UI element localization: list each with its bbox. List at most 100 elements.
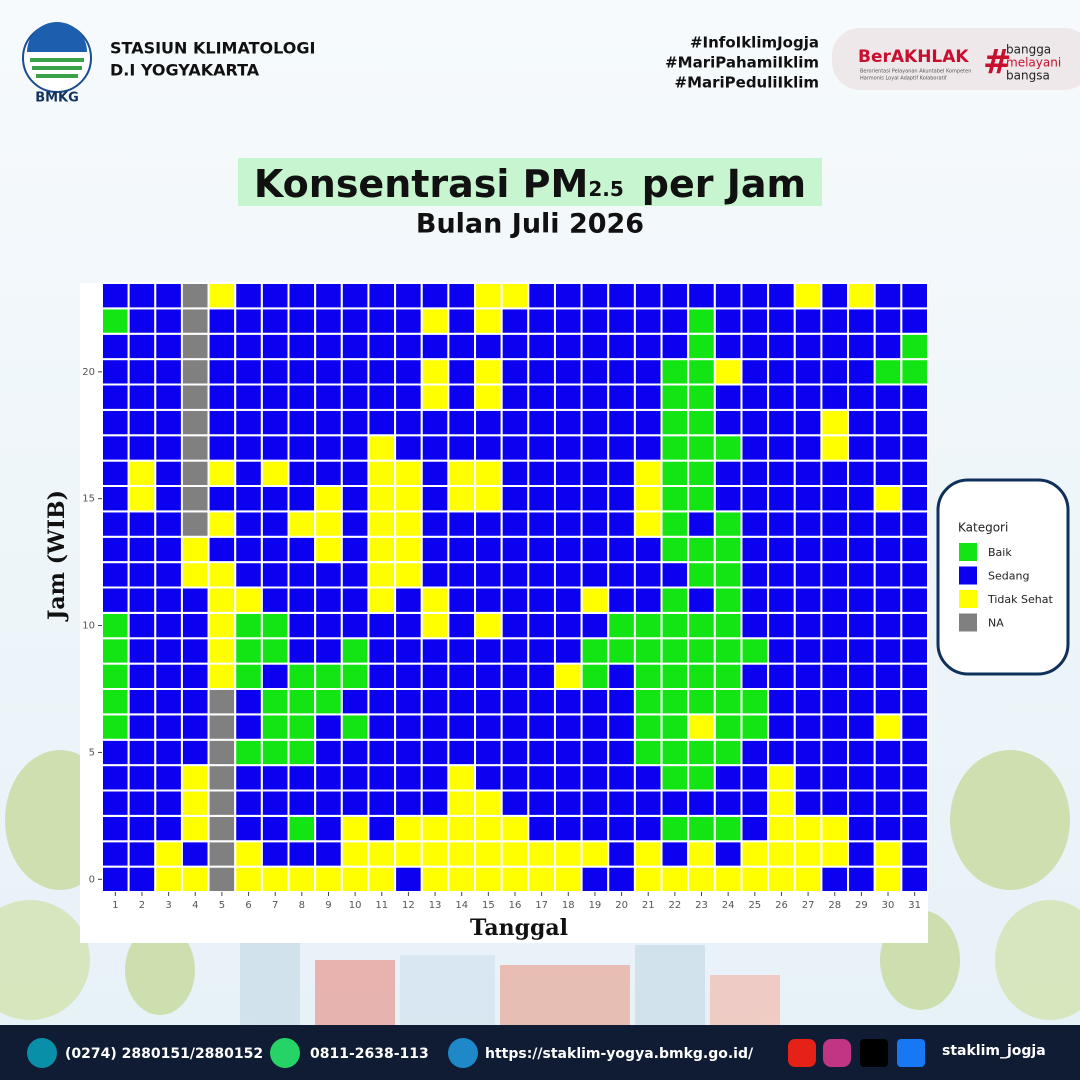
heat-cell	[207, 789, 237, 817]
heat-cell	[367, 789, 397, 817]
heat-cell	[314, 332, 343, 361]
heat-cell	[474, 688, 503, 716]
heat-cell	[127, 637, 157, 665]
heat-cell	[580, 840, 610, 868]
x-tick-label: 9	[325, 900, 331, 911]
footer-website[interactable]: https://staklim-yogya.bmkg.go.id/	[485, 1046, 754, 1062]
heat-cell	[713, 485, 743, 513]
x-tick-label: 4	[192, 900, 198, 911]
heat-cell	[767, 637, 796, 665]
heat-cell	[713, 510, 743, 538]
heat-cell	[687, 282, 716, 310]
heat-cell	[687, 611, 716, 640]
heat-cell	[553, 865, 583, 893]
heat-cell	[340, 789, 370, 817]
heat-cell	[900, 586, 930, 614]
heat-cell	[767, 535, 796, 564]
heat-cell	[793, 307, 823, 335]
heat-cell	[660, 459, 690, 487]
heat-cell	[420, 840, 450, 868]
heat-cell	[420, 485, 450, 513]
heat-cell	[154, 332, 183, 361]
heat-cell	[847, 510, 876, 538]
heat-cell	[127, 510, 157, 538]
heat-cell	[687, 789, 716, 817]
heat-cell	[101, 637, 130, 665]
heat-cell	[820, 383, 850, 411]
heat-cell	[793, 561, 823, 589]
heat-cell	[474, 814, 503, 843]
heat-cell	[447, 307, 477, 335]
x-tick-label: 20	[615, 900, 628, 911]
heat-cell	[873, 535, 903, 564]
heat-cell	[260, 789, 290, 817]
heat-cell	[820, 535, 850, 564]
heat-cell	[340, 358, 370, 386]
heat-cell	[847, 535, 876, 564]
heat-cell	[154, 434, 183, 462]
heat-cell	[740, 307, 770, 335]
heat-cell	[394, 637, 423, 665]
heat-cell	[713, 358, 743, 386]
heat-cell	[660, 840, 690, 868]
heat-cell	[154, 485, 183, 513]
heat-cell	[527, 535, 556, 564]
heat-cell	[420, 764, 450, 792]
heat-cell	[607, 814, 636, 843]
heat-cell	[793, 586, 823, 614]
heat-cell	[447, 814, 477, 843]
legend-label: Sedang	[988, 570, 1029, 583]
heat-cell	[820, 688, 850, 716]
heat-cell	[607, 611, 636, 640]
heat-cell	[580, 611, 610, 640]
heat-cell	[580, 282, 610, 310]
heat-cell	[660, 535, 690, 564]
heat-cell	[207, 840, 237, 868]
heat-cell	[340, 840, 370, 868]
heat-cell	[394, 434, 423, 462]
x-tick-label: 3	[165, 900, 171, 911]
heat-cell	[607, 282, 636, 310]
heat-cell	[234, 611, 263, 640]
heat-cell	[660, 282, 690, 310]
heat-cell	[900, 459, 930, 487]
heat-cell	[793, 764, 823, 792]
heat-cell	[873, 358, 903, 386]
heat-cell	[447, 688, 477, 716]
heat-cell	[234, 764, 263, 792]
heat-cell	[687, 408, 716, 437]
x-tick-label: 27	[802, 900, 815, 911]
heat-cell	[101, 459, 130, 487]
heat-cell	[394, 383, 423, 411]
heat-cell	[793, 535, 823, 564]
heat-cell	[500, 282, 530, 310]
heat-cell	[793, 840, 823, 868]
y-tick-label: 0	[89, 874, 95, 885]
heat-cell	[793, 434, 823, 462]
badge-hash: #	[983, 43, 1012, 83]
heat-cell	[394, 840, 423, 868]
heat-cell	[767, 688, 796, 716]
heat-cell	[420, 535, 450, 564]
heat-cell	[180, 789, 210, 817]
heat-cell	[260, 535, 290, 564]
heat-cell	[101, 688, 130, 716]
heat-cell	[420, 332, 450, 361]
x-tick-label: 31	[908, 900, 921, 911]
heat-cell	[180, 814, 210, 843]
heat-cell	[260, 561, 290, 589]
heat-cell	[553, 383, 583, 411]
badge-name: BerAKHLAK	[858, 47, 969, 67]
heat-cell	[633, 332, 663, 361]
heat-cell	[767, 738, 796, 767]
heat-cell	[260, 434, 290, 462]
heat-cell	[740, 459, 770, 487]
heat-cell	[527, 459, 556, 487]
heat-cell	[847, 434, 876, 462]
heat-cell	[767, 789, 796, 817]
heat-cell	[234, 637, 263, 665]
heat-cell	[474, 738, 503, 767]
heat-cell	[474, 840, 503, 868]
heat-cell	[447, 586, 477, 614]
heat-cell	[287, 840, 317, 868]
